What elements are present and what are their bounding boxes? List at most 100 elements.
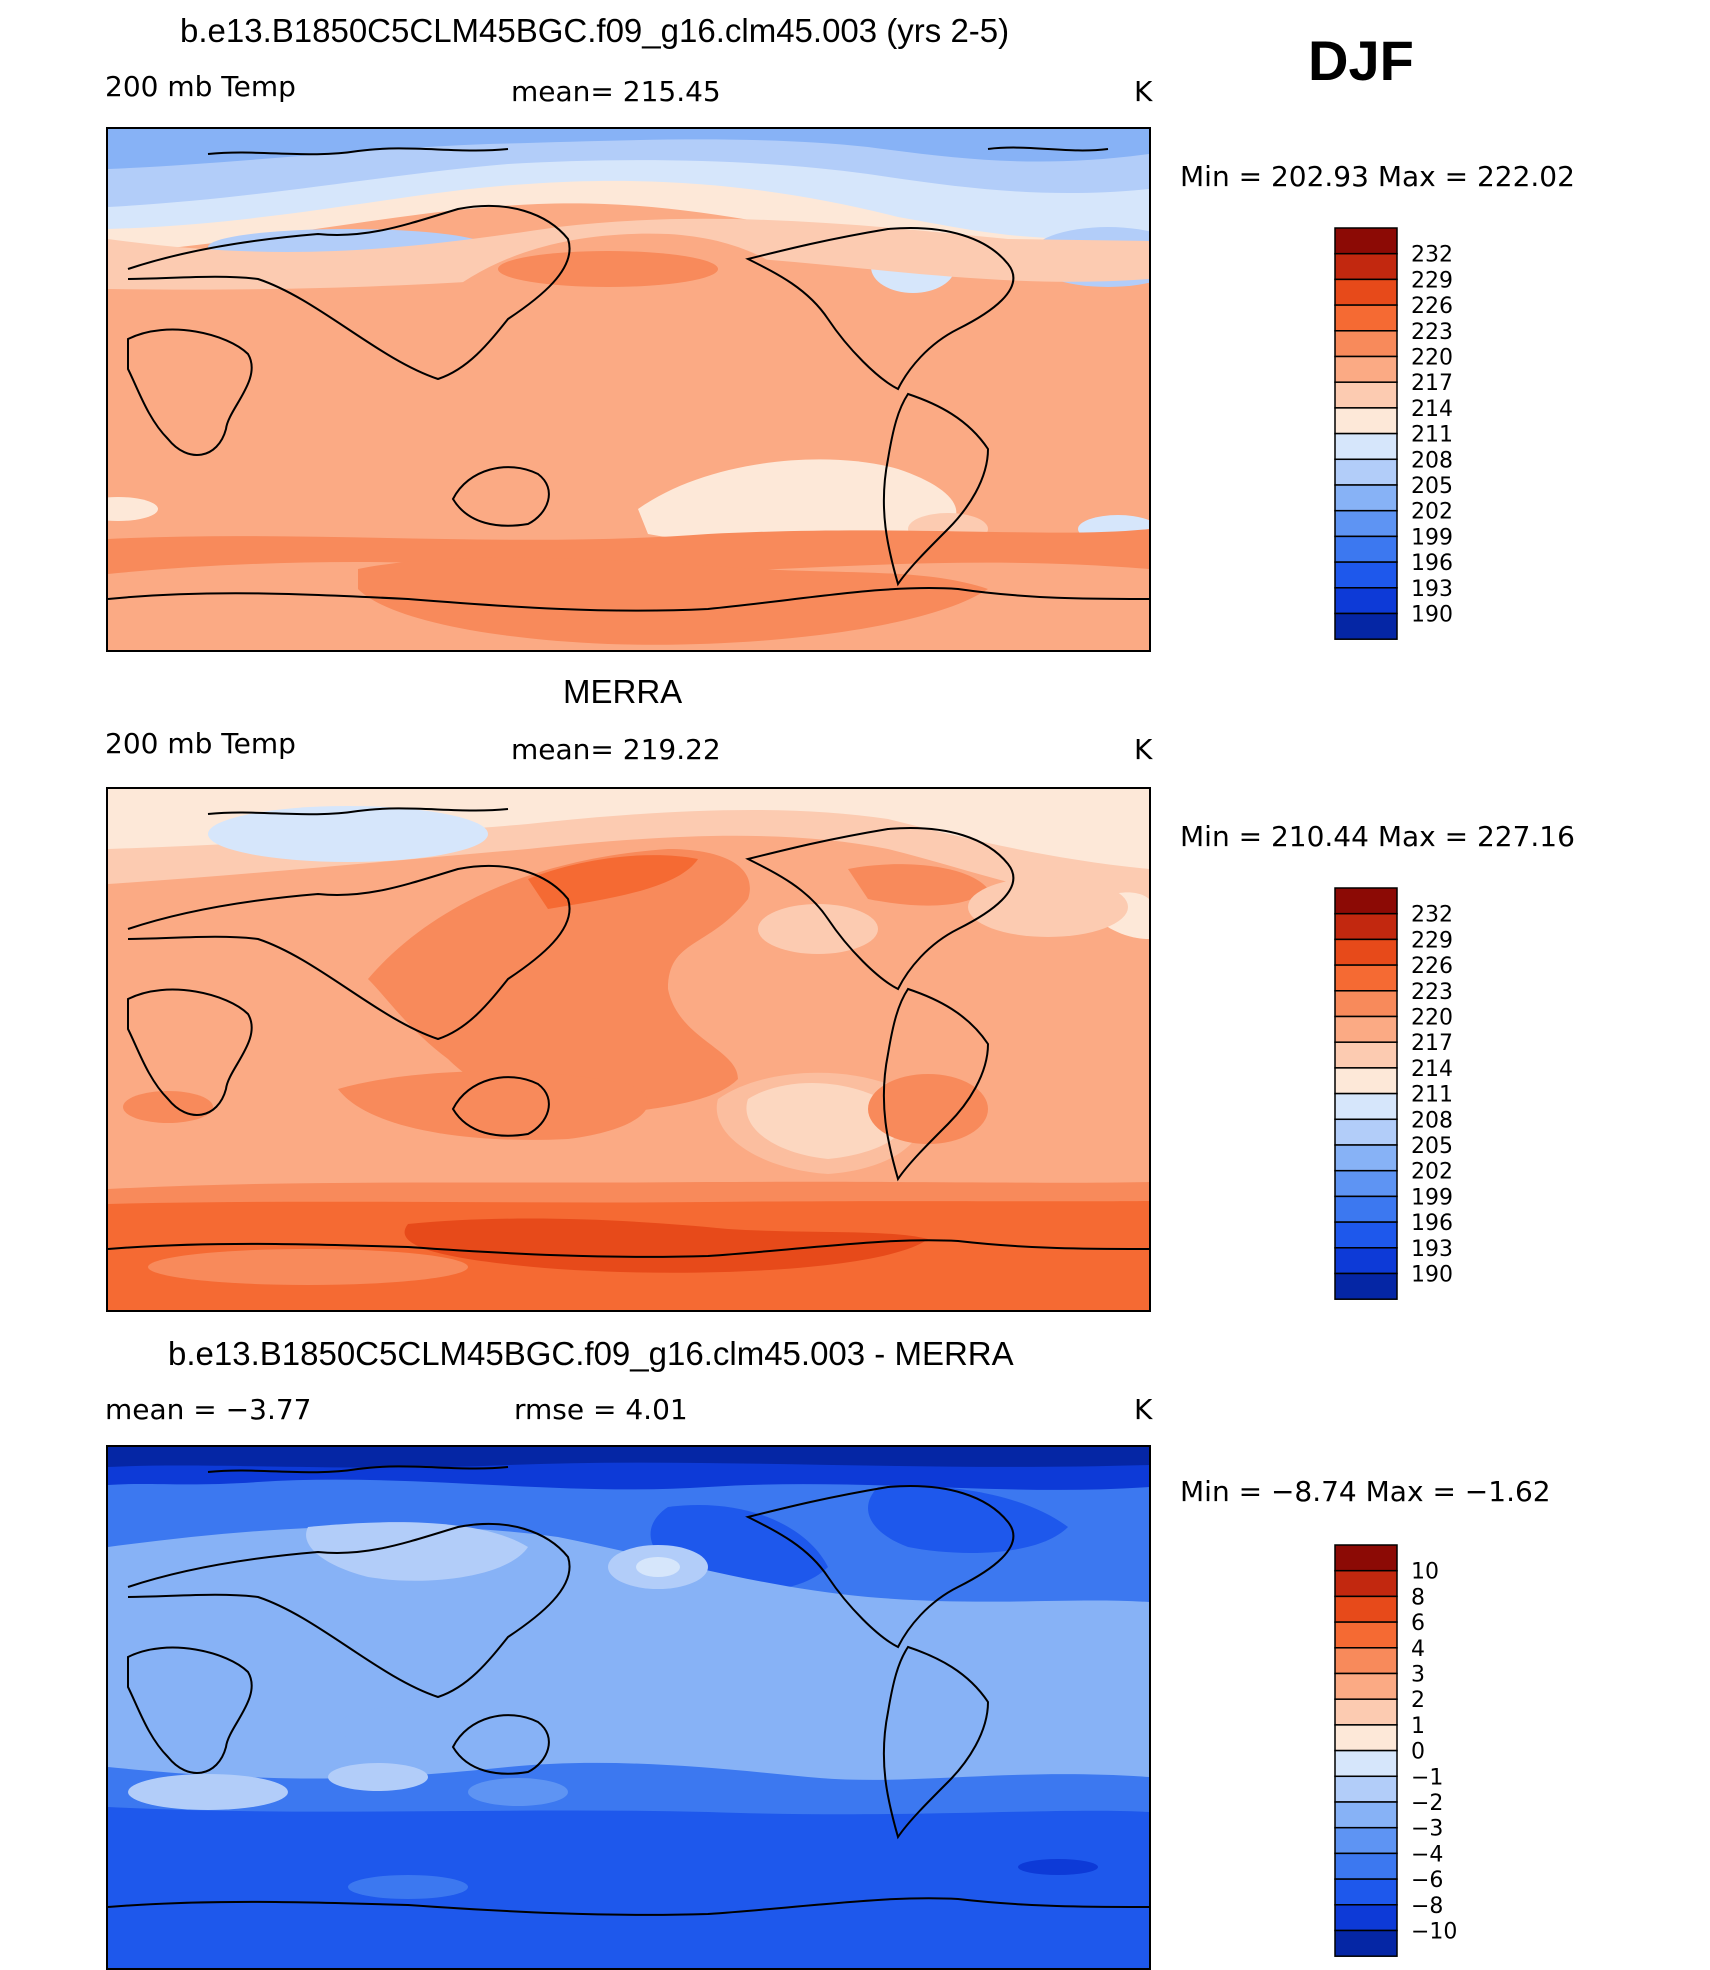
panel-1-colorbar-svg: 2322292262232202172142112082052021991961… <box>1334 227 1453 640</box>
colorbar-level-label: 199 <box>1411 1185 1453 1210</box>
colorbar-swatch <box>1334 1144 1398 1172</box>
colorbar-level-label: 229 <box>1411 928 1453 953</box>
colorbar-level-label: −4 <box>1411 1842 1443 1867</box>
colorbar-level-label: 208 <box>1411 448 1453 473</box>
colorbar-swatch <box>1334 509 1398 538</box>
colorbar-level-label: −10 <box>1411 1920 1457 1945</box>
colorbar-swatch <box>1334 887 1398 915</box>
colorbar-level-label: 202 <box>1411 1160 1453 1185</box>
colorbar-level-label: 223 <box>1411 320 1453 345</box>
colorbar-swatch <box>1334 1067 1398 1095</box>
colorbar-swatch <box>1334 381 1398 409</box>
colorbar-level-label: 220 <box>1411 1006 1453 1031</box>
colorbar-level-label: −2 <box>1411 1791 1443 1816</box>
panel-1-contour-plot <box>108 129 1149 650</box>
panel-1-coastlines <box>108 146 1149 612</box>
colorbar-swatch <box>1334 1041 1398 1069</box>
colorbar-level-label: 202 <box>1411 500 1453 525</box>
colorbar-swatch <box>1334 612 1398 640</box>
colorbar-level-label: 6 <box>1411 1611 1425 1636</box>
colorbar-swatch <box>1334 535 1398 563</box>
colorbar-swatch <box>1334 561 1398 589</box>
colorbar-swatch <box>1334 252 1398 281</box>
colorbar-level-label: 2 <box>1411 1688 1425 1713</box>
colorbar-level-label: 205 <box>1411 474 1453 499</box>
colorbar-swatch <box>1334 990 1398 1018</box>
colorbar-swatch <box>1334 1749 1398 1778</box>
panel-1-mean-label: mean= 215.45 <box>511 75 721 108</box>
colorbar-swatch <box>1334 432 1398 461</box>
colorbar-swatch <box>1334 1904 1398 1932</box>
colorbar-level-label: 4 <box>1411 1637 1425 1662</box>
colorbar-swatch <box>1334 1826 1398 1855</box>
colorbar-swatch <box>1334 1015 1398 1043</box>
colorbar-swatch <box>1334 1544 1398 1572</box>
colorbar-swatch <box>1334 1724 1398 1752</box>
panel-2-coastlines <box>108 807 1149 1258</box>
colorbar-swatch <box>1334 1092 1398 1121</box>
panel-3-units-label: K <box>1134 1393 1153 1426</box>
panel-1-variable-label: 200 mb Temp <box>105 70 296 103</box>
colorbar-swatch <box>1334 1801 1398 1829</box>
colorbar-swatch <box>1334 1221 1398 1249</box>
colorbar-level-label: 190 <box>1411 603 1453 628</box>
panel-2-units-label: K <box>1134 733 1153 766</box>
colorbar-level-label: 211 <box>1411 1083 1453 1108</box>
colorbar-swatch <box>1334 938 1398 966</box>
colorbar-level-label: 8 <box>1411 1585 1425 1610</box>
colorbar-level-label: 1 <box>1411 1714 1425 1739</box>
colorbar-swatch <box>1334 912 1398 941</box>
panel-2-colorbar: 232 229 226 223 220 217 214 211 208 205 202 199 196 1… <box>1334 887 1535 1308</box>
colorbar-level-label: 199 <box>1411 525 1453 550</box>
colorbar-level-label: −1 <box>1411 1765 1443 1790</box>
colorbar-level-label: 226 <box>1411 294 1453 319</box>
colorbar-swatch <box>1334 484 1398 512</box>
colorbar-level-label: 229 <box>1411 268 1453 293</box>
colorbar-level-label: 226 <box>1411 954 1453 979</box>
colorbar-level-label: 193 <box>1411 1237 1453 1262</box>
colorbar-swatch <box>1334 1852 1398 1880</box>
colorbar-level-label: 10 <box>1411 1560 1439 1585</box>
colorbar-level-label: 208 <box>1411 1108 1453 1133</box>
panel-3-map <box>106 1445 1151 1970</box>
colorbar-level-label: 190 <box>1411 1263 1453 1288</box>
panel-1-title: b.e13.B1850C5CLM45BGC.f09_g16.clm45.003 … <box>180 12 1010 49</box>
colorbar-level-label: 193 <box>1411 577 1453 602</box>
colorbar-level-label: 205 <box>1411 1134 1453 1159</box>
colorbar-level-label: 214 <box>1411 397 1453 422</box>
panel-3-minmax: Min = −8.74 Max = −1.62 <box>1180 1475 1551 1508</box>
colorbar-level-label: 214 <box>1411 1057 1453 1082</box>
colorbar-swatch <box>1334 1595 1398 1623</box>
colorbar-level-label: 196 <box>1411 551 1453 576</box>
colorbar-swatch <box>1334 1169 1398 1198</box>
panel-1-minmax: Min = 202.93 Max = 222.02 <box>1180 160 1575 193</box>
colorbar-swatch <box>1334 1878 1398 1906</box>
colorbar-swatch <box>1334 1672 1398 1700</box>
panel-2-title: MERRA <box>563 673 683 710</box>
colorbar-level-label: 217 <box>1411 371 1453 396</box>
colorbar-swatch <box>1334 1118 1398 1146</box>
panel-1-units-label: K <box>1134 75 1153 108</box>
colorbar-level-label: −3 <box>1411 1817 1443 1842</box>
panel-2-mean-label: mean= 219.22 <box>511 733 721 766</box>
colorbar-swatch <box>1334 458 1398 486</box>
colorbar-swatch <box>1334 227 1398 255</box>
colorbar-swatch <box>1334 1272 1398 1300</box>
colorbar-level-label: 223 <box>1411 980 1453 1005</box>
season-label: DJF <box>1308 29 1414 92</box>
panel-3-contour-plot <box>108 1447 1149 1968</box>
colorbar-level-label: 217 <box>1411 1031 1453 1056</box>
colorbar-level-label: 220 <box>1411 346 1453 371</box>
colorbar-swatch <box>1334 1698 1398 1726</box>
colorbar-swatch <box>1334 1195 1398 1223</box>
colorbar-level-label: 3 <box>1411 1663 1425 1688</box>
colorbar-swatch <box>1334 304 1398 332</box>
colorbar-level-label: 196 <box>1411 1211 1453 1236</box>
panel-1-colorbar: 232 229 226 223 220 217 214 211 208 205 202 199 196 1… <box>1334 227 1535 648</box>
colorbar-swatch <box>1334 1569 1398 1598</box>
panel-2-map <box>106 787 1151 1312</box>
panel-3-mean-label: mean = −3.77 <box>105 1393 312 1426</box>
colorbar-swatch <box>1334 1621 1398 1649</box>
colorbar-swatch <box>1334 587 1398 615</box>
colorbar-swatch <box>1334 355 1398 383</box>
